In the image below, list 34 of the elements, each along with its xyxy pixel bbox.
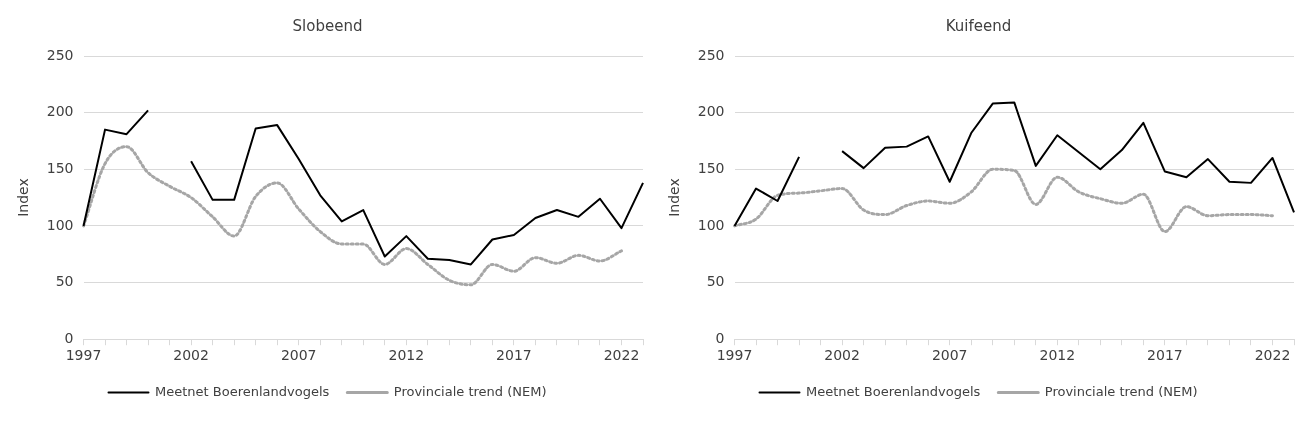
x-tick-label: 2012: [1039, 347, 1076, 364]
x-tick-label: 2017: [1147, 347, 1183, 364]
y-tick-label: 200: [46, 103, 74, 120]
x-tick-label: 2007: [280, 347, 317, 364]
x-tick-label: 2002: [824, 347, 860, 364]
x-tick-label: 2022: [1254, 347, 1291, 364]
x-tick-label: 2022: [603, 347, 640, 364]
legend-label: Provinciale trend (NEM): [1044, 383, 1198, 399]
legend-label: Provinciale trend (NEM): [393, 383, 547, 399]
chart-title: Kuifeend: [945, 16, 1012, 35]
x-tick-label: 1997: [716, 347, 753, 364]
y-tick-label: 250: [697, 46, 725, 63]
y-tick-label: 150: [697, 159, 725, 176]
y-tick-label: 100: [46, 216, 74, 233]
chart-title: Slobeend: [292, 16, 363, 35]
x-tick-label: 1997: [65, 347, 102, 364]
x-tick-label: 2012: [388, 347, 425, 364]
x-tick-label: 2002: [173, 347, 209, 364]
y-axis-title: Index: [666, 178, 683, 217]
y-tick-label: 0: [715, 329, 725, 346]
y-tick-label: 0: [64, 329, 74, 346]
y-tick-label: 150: [46, 159, 74, 176]
legend-label: Meetnet Boerenlandvogels: [806, 383, 981, 399]
y-tick-label: 50: [706, 273, 725, 290]
legend-label: Meetnet Boerenlandvogels: [155, 383, 330, 399]
line-series: [733, 167, 1274, 234]
x-tick-label: 2017: [496, 347, 532, 364]
y-tick-label: 50: [55, 273, 74, 290]
y-tick-label: 100: [697, 216, 725, 233]
y-tick-label: 200: [697, 103, 725, 120]
y-tick-label: 250: [46, 46, 74, 63]
y-axis-title: Index: [15, 178, 32, 217]
line-series: [82, 145, 623, 287]
x-tick-label: 2007: [931, 347, 968, 364]
